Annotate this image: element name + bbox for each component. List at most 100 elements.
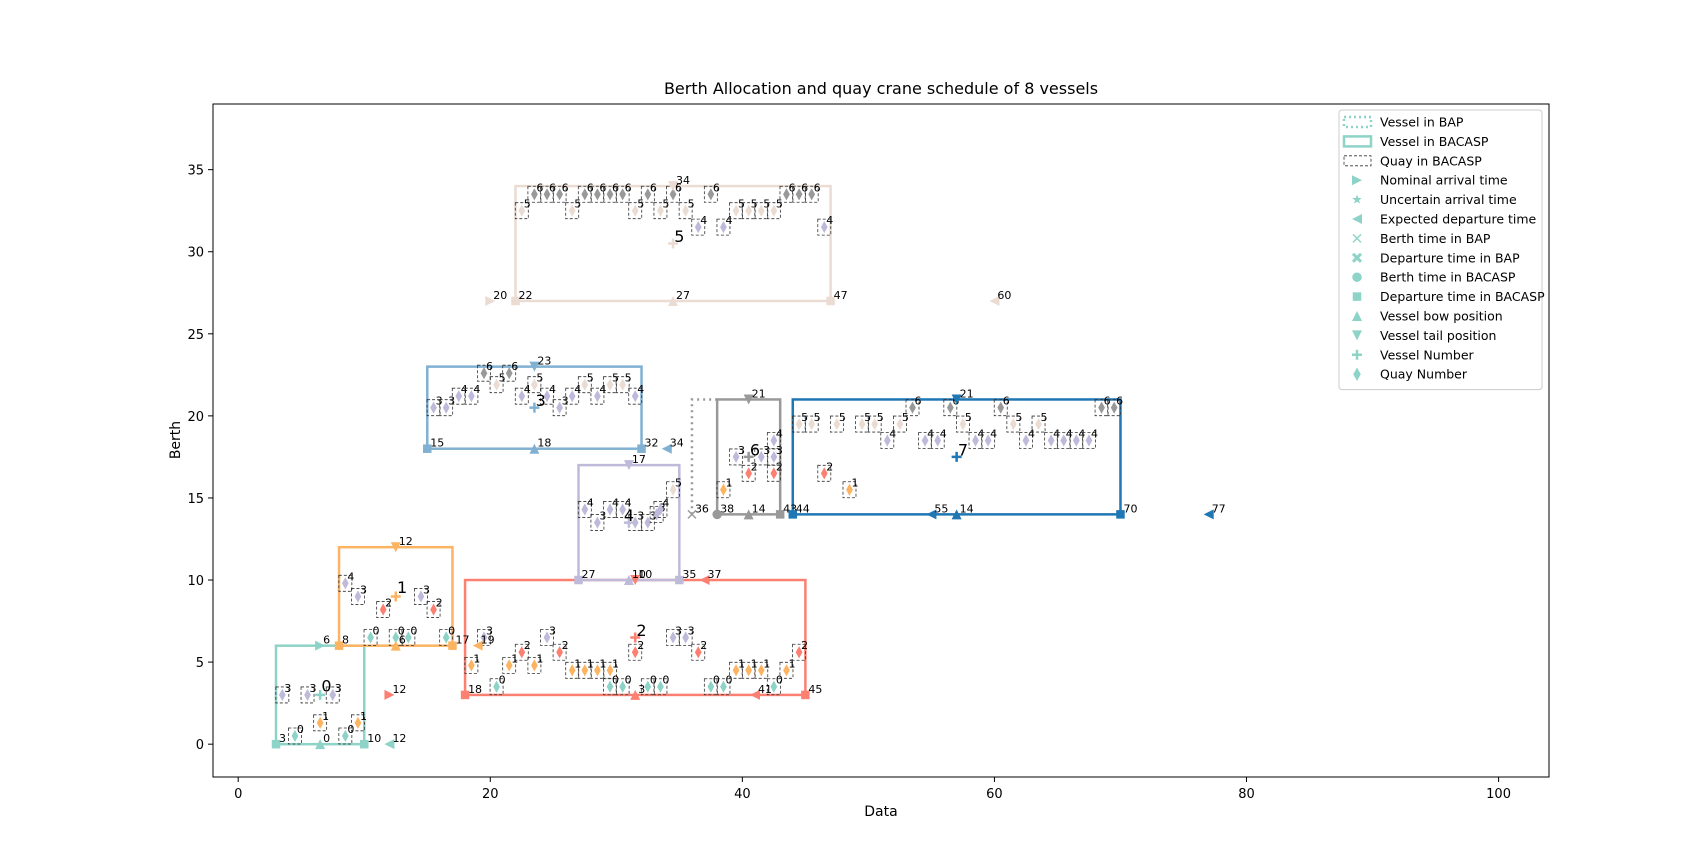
marker-label-3: 10: [367, 732, 381, 745]
y-tick-label-20: 20: [187, 410, 204, 425]
quay-box-94: [817, 218, 832, 236]
quay-marker-6: [354, 716, 362, 729]
quay-marker-20: [518, 646, 526, 659]
x-tick-label-100: 100: [1486, 787, 1511, 802]
quay-marker-33: [669, 631, 677, 644]
quay-marker-49: [493, 378, 500, 391]
quay-label-29: 0: [625, 674, 632, 687]
x-axis-label: Data: [864, 804, 897, 820]
quay-label-111: 6: [915, 395, 922, 408]
quay-marker-45: [442, 401, 450, 414]
quay-box-41: [766, 678, 781, 696]
marker-tri-left-21: [661, 443, 672, 454]
marker-square-17: [423, 444, 432, 453]
quay-label-99: 2: [776, 460, 783, 473]
vessel-0-number: 0: [321, 677, 331, 696]
marker-label-39: 14: [960, 502, 974, 515]
marker-tri-left-9: [472, 640, 483, 651]
quay-box-90: [766, 202, 781, 220]
quay-box-2: [300, 686, 315, 704]
quay-label-95: 1: [725, 477, 732, 490]
quay-marker-84: [694, 221, 702, 234]
quay-label-20: 2: [524, 639, 531, 652]
marker-plus-50: [951, 451, 962, 462]
quay-label-69: 5: [675, 477, 682, 490]
quay-marker-18: [493, 680, 500, 693]
quay-marker-13: [417, 590, 425, 603]
quay-box-18: [489, 678, 504, 696]
legend-label-13: Quay Number: [1380, 367, 1468, 382]
quay-marker-55: [568, 390, 576, 403]
quay-label-100: 3: [776, 444, 783, 457]
marker-label-14: 41: [758, 683, 772, 696]
x-tick-label-0: 0: [234, 787, 242, 802]
quay-marker-37: [720, 680, 727, 693]
quay-label-45: 3: [448, 395, 455, 408]
legend: Vessel in BAP Vessel in BACASP Quay in BAC…: [1338, 109, 1545, 391]
quay-label-36: 0: [713, 674, 720, 687]
quay-label-35: 2: [700, 639, 707, 652]
quay-label-80: 6: [650, 181, 657, 194]
quay-box-104: [829, 415, 844, 433]
quay-label-116: 4: [978, 428, 985, 441]
marker-tri-up-39: [951, 509, 962, 520]
marker-label-25: 35: [682, 568, 696, 581]
marker-square-15: [801, 690, 810, 700]
quay-label-12: 0: [410, 624, 417, 637]
marker-label-40: 21: [960, 387, 974, 400]
quay-marker-28: [606, 680, 614, 693]
marker-tri-left-42: [1203, 509, 1214, 520]
quay-marker-61: [581, 503, 589, 516]
quay-label-54: 3: [562, 395, 569, 408]
quay-label-42: 1: [788, 657, 795, 670]
marker-plus-49: [743, 451, 754, 462]
quay-label-70: 5: [524, 198, 531, 211]
marker-plus-43: [315, 689, 326, 700]
quay-label-19: 1: [511, 652, 518, 665]
legend-handle-3: [1352, 175, 1362, 186]
quay-box-78: [615, 185, 630, 203]
y-tick-label-0: 0: [196, 738, 204, 753]
quay-marker-30: [631, 646, 639, 659]
quay-box-52: [527, 376, 542, 394]
quay-marker-32: [657, 680, 664, 693]
quay-box-17: [477, 629, 491, 646]
quay-label-88: 5: [751, 198, 758, 211]
quay-box-6: [351, 714, 365, 732]
marker-label-42: 77: [1212, 502, 1226, 515]
quay-box-23: [552, 643, 567, 661]
quay-box-14: [426, 601, 441, 618]
quay-box-3: [313, 714, 328, 732]
marker-label-9: 19: [481, 634, 495, 647]
quay-label-27: 1: [612, 657, 619, 670]
quay-box-80: [640, 185, 655, 203]
quay-label-119: 5: [1015, 411, 1022, 424]
quay-box-43: [792, 643, 806, 661]
marker-square-22: [574, 575, 583, 585]
quay-label-47: 4: [473, 383, 480, 396]
quay-label-66: 3: [650, 510, 657, 523]
legend-label-2: Quay in BACASP: [1380, 153, 1482, 168]
quay-box-85: [703, 185, 718, 203]
quay-marker-62: [594, 516, 601, 529]
marker-tri-down-7: [390, 542, 401, 553]
quay-marker-44: [430, 401, 437, 414]
legend-label-8: Berth time in BACASP: [1380, 270, 1516, 285]
legend-label-0: Vessel in BAP: [1380, 115, 1464, 130]
quay-label-63: 4: [612, 496, 619, 509]
quay-marker-40: [757, 664, 765, 677]
quay-marker-110: [896, 418, 904, 431]
quay-label-50: 6: [511, 360, 518, 373]
marker-label-20: 32: [645, 437, 659, 450]
quay-label-89: 5: [763, 198, 770, 211]
quay-marker-69: [669, 483, 677, 496]
marker-tri-left-38: [926, 509, 937, 520]
marker-label-4: 12: [392, 732, 406, 745]
x-tick-label-40: 40: [734, 787, 751, 802]
marker-label-8: 17: [455, 634, 469, 647]
quay-box-42: [779, 661, 794, 679]
quay-box-34: [678, 629, 693, 646]
quay-label-112: 4: [927, 428, 934, 441]
marker-label-31: 60: [997, 289, 1011, 302]
